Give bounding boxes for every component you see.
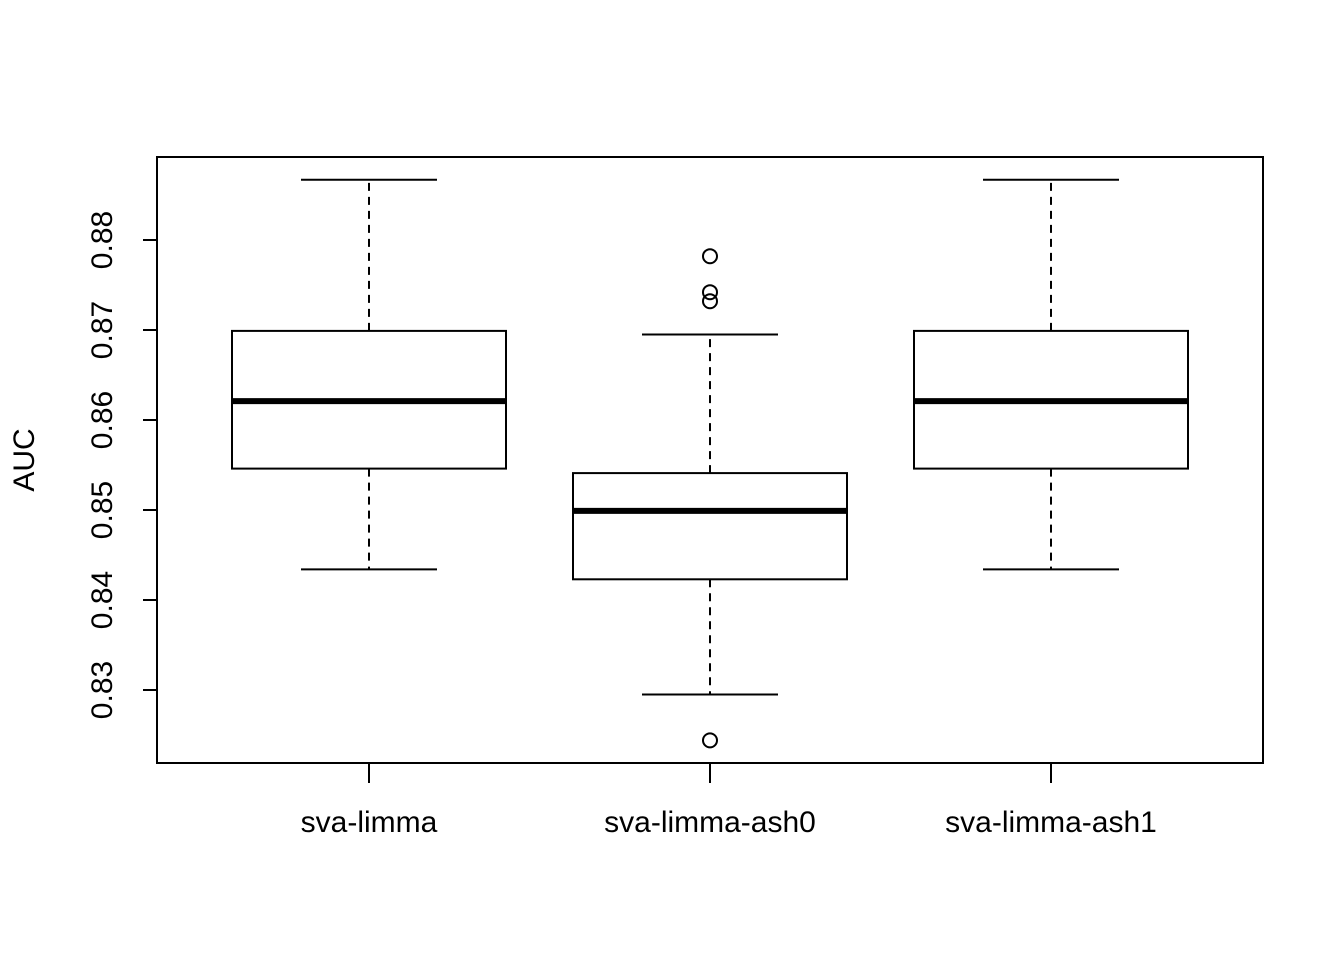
y-tick-label: 0.85 — [86, 481, 119, 539]
box-sva-limma-ash1 — [913, 178, 1189, 571]
y-axis: 0.83 0.84 0.85 0.86 0.87 0.88 — [86, 211, 158, 719]
x-axis: sva-limma sva-limma-ash0 sva-limma-ash1 — [301, 763, 1157, 839]
y-tick-label: 0.86 — [86, 391, 119, 449]
y-tick-label: 0.84 — [86, 571, 119, 629]
outlier-point — [702, 732, 718, 749]
y-axis-label: AUC — [8, 428, 41, 491]
outlier-point — [702, 284, 718, 301]
x-tick-label: sva-limma-ash0 — [604, 806, 816, 839]
x-tick-label: sva-limma-ash1 — [945, 806, 1157, 839]
iqr-box — [572, 472, 848, 581]
box-sva-limma-ash0 — [572, 248, 848, 749]
outlier-point — [702, 248, 718, 265]
outlier-point — [702, 293, 718, 310]
boxes-group — [231, 178, 1189, 749]
y-tick-label: 0.88 — [86, 211, 119, 269]
y-tick-label: 0.83 — [86, 661, 119, 719]
box-sva-limma — [231, 178, 507, 571]
x-tick-label: sva-limma — [301, 806, 438, 839]
y-tick-label: 0.87 — [86, 301, 119, 359]
